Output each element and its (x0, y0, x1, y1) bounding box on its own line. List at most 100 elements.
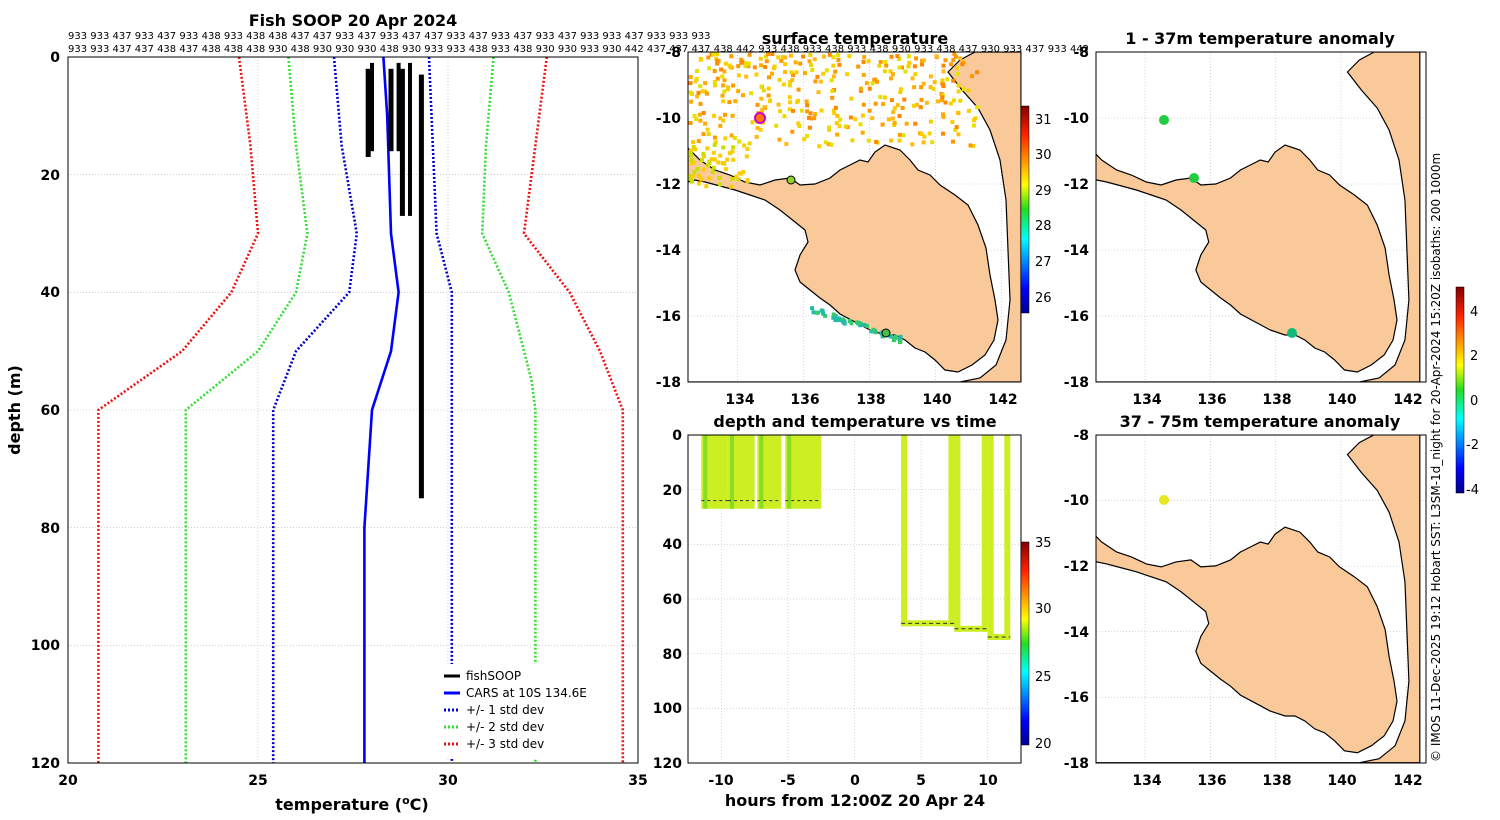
sst-cell (696, 181, 701, 186)
sst-cell (794, 70, 799, 75)
cast-burst (759, 435, 764, 509)
sst-cell (888, 69, 893, 74)
profile-ytick: 100 (31, 638, 60, 654)
sst-cell (741, 93, 745, 98)
sst-cell (727, 100, 732, 105)
profile-ytick: 20 (41, 168, 61, 184)
sst-cell (813, 79, 818, 84)
sst-cell (689, 179, 694, 184)
anomaly-cbar-tick: 2 (1470, 349, 1478, 364)
sst-cell (921, 140, 926, 145)
sst-cell (954, 125, 959, 130)
sst-cell (761, 88, 766, 93)
profile-axes-box (67, 56, 639, 764)
sst-cell (941, 63, 946, 68)
sst-cell (713, 83, 717, 88)
sst-cell (843, 124, 848, 129)
profile-ytick: 0 (50, 50, 60, 66)
sst-cell (955, 71, 960, 76)
sst-cbar-tick: 28 (1035, 219, 1052, 234)
sst-cell (890, 116, 895, 121)
profile-xlabel: temperature (oC) (275, 794, 428, 814)
sst-cell (787, 83, 792, 88)
sst-cell (845, 72, 850, 77)
sst-cell (731, 145, 736, 150)
sst-cell (882, 69, 887, 74)
profile-panel: Fish SOOP 20 Apr 2024 933 933 437 933 43… (5, 11, 1089, 814)
sst-cell (746, 64, 751, 69)
sst-cell (720, 161, 725, 165)
sst-cell (892, 106, 897, 111)
sst-cell (712, 113, 717, 118)
sst-cell (953, 127, 958, 132)
sst-cell (790, 78, 795, 82)
cast-burst (987, 634, 1011, 640)
sst-cell (770, 71, 774, 76)
sst-cell (878, 60, 883, 64)
sst-cell (877, 63, 882, 68)
sst-cell (711, 150, 716, 155)
sst-cell (796, 87, 801, 92)
legend-item: +/- 2 std dev (466, 720, 544, 734)
sst-cbar-tick: 30 (1035, 148, 1052, 163)
sst-cell (696, 90, 701, 95)
sst-cell (715, 52, 719, 56)
profile-grid (68, 57, 638, 763)
sst-cell (831, 315, 836, 320)
anomaly-map-2-ytick: -16 (1064, 690, 1089, 706)
sst-cell (690, 161, 694, 166)
sst-cell (912, 85, 917, 90)
sst-cell (783, 55, 788, 60)
anomaly-map-1-xtick: 142 (1393, 392, 1422, 408)
profile-xtick: 25 (248, 773, 267, 789)
sst-cell (802, 137, 807, 142)
sst-cell (914, 56, 919, 61)
sst-cell (798, 61, 803, 66)
sst-cell (910, 142, 915, 147)
sst-cell (737, 139, 742, 144)
sst-cell (688, 174, 693, 179)
sst-cell (856, 64, 861, 69)
sst-cell (720, 74, 725, 79)
sst-cell (836, 318, 841, 323)
sst-cell (859, 86, 863, 91)
sst-cell (695, 166, 700, 171)
sst-cell (796, 121, 801, 126)
profile-header-row1: 933 933 437 933 437 933 438 933 438 438 … (68, 31, 711, 42)
sst-cell (949, 62, 954, 67)
sst-cell (864, 81, 869, 86)
sst-cell (704, 184, 709, 189)
trace-marker (786, 175, 796, 185)
sst-cell (918, 105, 923, 110)
profile-ytick: 120 (31, 756, 60, 772)
sst-cell (833, 314, 838, 319)
sst-cell (788, 80, 793, 85)
sst-cell (758, 127, 763, 132)
sst-cell (903, 69, 908, 74)
sst-cell (972, 123, 976, 128)
anomaly-marker (1159, 495, 1169, 505)
fishsoop-trace (365, 68, 371, 157)
anomaly-map-1-xtick: 136 (1197, 392, 1226, 408)
sst-cell (745, 178, 750, 183)
sst-map-ytick: -16 (656, 309, 681, 325)
anomaly-map-2-xtick: 136 (1197, 773, 1226, 789)
anomaly-cbar-tick: 0 (1470, 394, 1478, 409)
sst-cell (880, 122, 885, 127)
sst-cell (718, 182, 723, 187)
sst-map-title: surface temperature (762, 29, 949, 48)
sst-cell (834, 121, 839, 126)
sst-map-xtick: 142 (988, 392, 1017, 408)
sst-cell (704, 91, 709, 96)
sst-cell (835, 53, 840, 58)
sst-cell (796, 98, 800, 103)
sst-cbar-tick: 29 (1035, 184, 1052, 199)
sst-map-xtick: 140 (922, 392, 951, 408)
sst-cell (707, 176, 712, 181)
sst-cell (804, 99, 809, 104)
profile-title: Fish SOOP 20 Apr 2024 (249, 11, 458, 30)
sst-cell (714, 56, 719, 61)
sst-cell (777, 77, 782, 82)
anomaly-cbar-tick: 4 (1470, 305, 1478, 320)
sst-cell (718, 116, 723, 121)
